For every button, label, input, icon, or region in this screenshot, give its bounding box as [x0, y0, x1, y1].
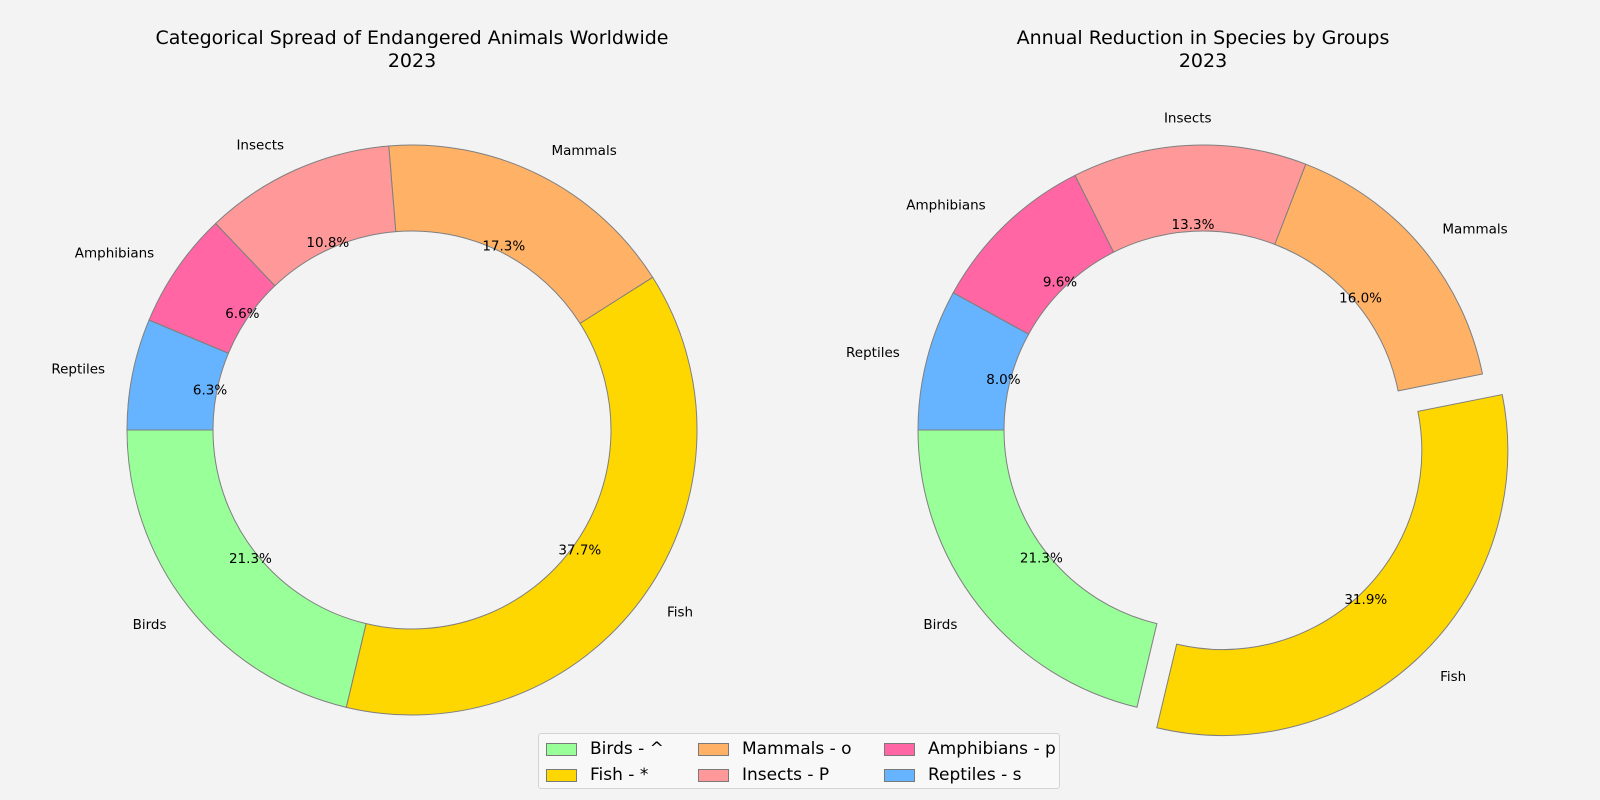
legend-swatch — [884, 742, 915, 756]
donut-slice-reptiles — [917, 292, 1030, 431]
percent-label: 21.3% — [229, 551, 272, 567]
legend-item: Amphibians - p — [884, 736, 1062, 762]
donut-slice-mammals — [388, 144, 654, 325]
percent-label: 21.3% — [1020, 551, 1063, 567]
donut-slice-mammals — [1274, 163, 1484, 392]
percent-label: 9.6% — [1043, 275, 1077, 291]
donut-slice-fish — [1156, 393, 1509, 736]
legend-label: Reptiles - s — [928, 765, 1022, 785]
category-label: Amphibians — [906, 198, 985, 214]
donut-slice-birds — [126, 429, 367, 708]
legend-label: Mammals - o — [742, 739, 852, 759]
legend-label: Birds - ^ — [590, 739, 664, 759]
legend-item: Fish - * — [546, 762, 698, 788]
category-label: Fish — [1440, 669, 1466, 685]
legend-label: Insects - P — [742, 765, 830, 785]
category-label: Reptiles — [846, 345, 900, 361]
chart-title: Annual Reduction in Species by Groups 202… — [1017, 27, 1390, 72]
legend-swatch — [884, 768, 915, 782]
legend-label: Amphibians - p — [928, 739, 1056, 759]
legend-swatch — [698, 768, 729, 782]
category-label: Insects — [236, 137, 284, 153]
percent-label: 31.9% — [1344, 592, 1387, 608]
legend-swatch — [546, 768, 577, 782]
percent-label: 16.0% — [1339, 290, 1382, 306]
percent-label: 8.0% — [986, 372, 1020, 388]
category-label: Birds — [923, 617, 957, 633]
legend-swatch — [546, 742, 577, 756]
legend: Birds - ^ Mammals - o Amphibians - p Fis… — [538, 733, 1060, 789]
percent-label: 13.3% — [1172, 217, 1215, 233]
donut-slice-fish — [345, 276, 698, 716]
donut-chart-1: Categorical Spread of Endangered Animals… — [51, 27, 698, 716]
legend-item: Insects - P — [698, 762, 884, 788]
donut-slice-insects — [1074, 144, 1307, 253]
donut-chart-2: Annual Reduction in Species by Groups 202… — [846, 27, 1509, 736]
category-label: Fish — [667, 605, 693, 621]
percent-label: 6.3% — [193, 382, 227, 398]
category-label: Insects — [1164, 110, 1212, 126]
legend-item: Birds - ^ — [546, 736, 698, 762]
percent-label: 6.6% — [225, 306, 259, 322]
category-label: Birds — [133, 617, 167, 633]
legend-item: Reptiles - s — [884, 762, 1062, 788]
legend-item: Mammals - o — [698, 736, 884, 762]
chart-title: Categorical Spread of Endangered Animals… — [156, 27, 669, 72]
legend-label: Fish - * — [590, 765, 649, 785]
category-label: Amphibians — [75, 245, 154, 261]
percent-label: 37.7% — [558, 543, 601, 559]
donut-slice-reptiles — [126, 319, 230, 431]
category-label: Mammals — [551, 143, 616, 159]
category-label: Reptiles — [51, 361, 105, 377]
percent-label: 10.8% — [306, 235, 349, 251]
category-label: Mammals — [1442, 221, 1507, 237]
percent-label: 17.3% — [482, 239, 525, 255]
legend-swatch — [698, 742, 729, 756]
donut-slice-birds — [917, 429, 1158, 708]
